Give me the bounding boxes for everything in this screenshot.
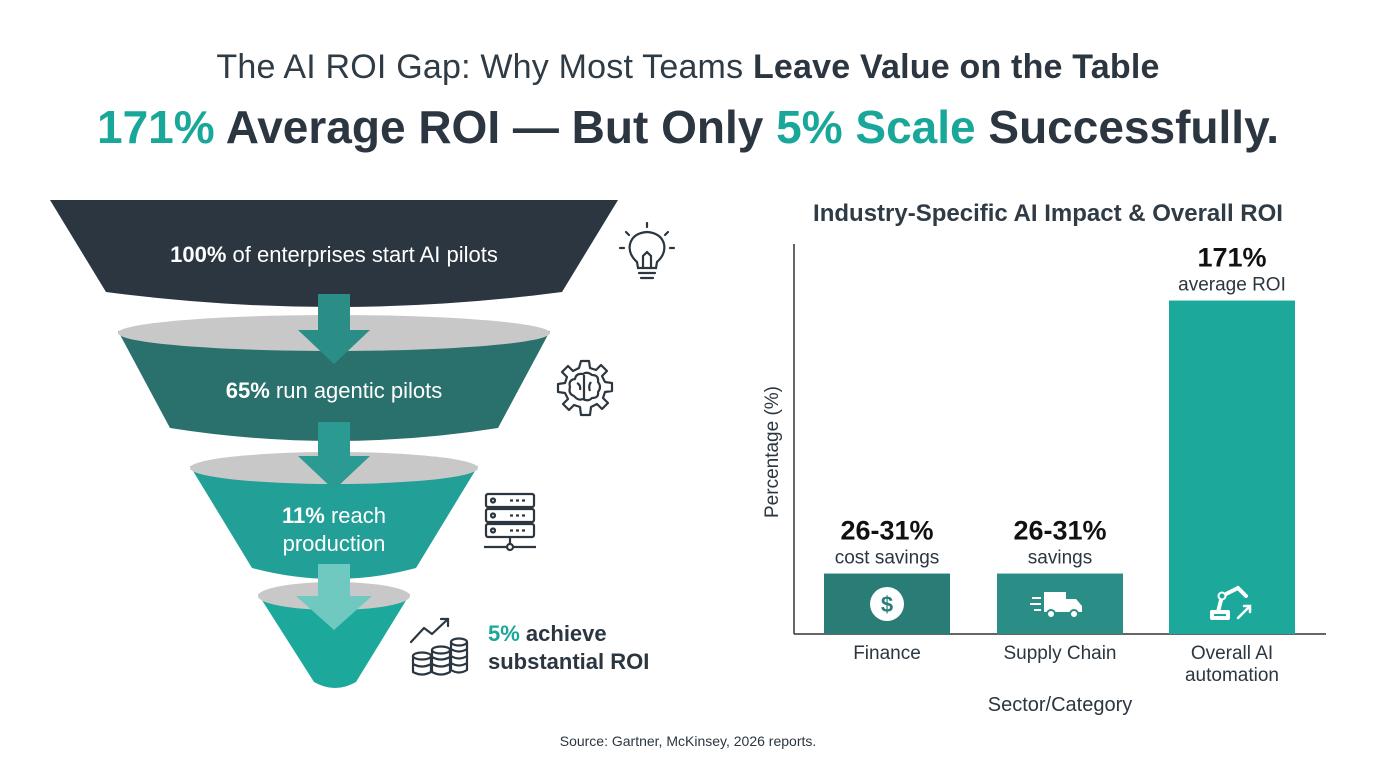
adoption-funnel: 100% of enterprises start AI pilots 65% … [0, 190, 720, 710]
bar-value-0: 26-31% [840, 516, 933, 546]
funnel-arrow-3 [296, 564, 372, 630]
y-axis-label: Percentage (%) [762, 386, 783, 518]
bar-sublabel-2: average ROI [1178, 275, 1286, 296]
bar-sublabel-1: savings [1028, 548, 1092, 569]
x-tick-label-1: Supply Chain [1003, 643, 1116, 664]
roi-bar-chart: Industry-Specific AI Impact & Overall RO… [740, 190, 1376, 730]
bar-sublabel-0: cost savings [835, 548, 940, 569]
robot-arm-icon-joint [1217, 591, 1227, 601]
x-tick-label-2-line2: automation [1185, 665, 1279, 686]
robot-arm-icon-arrow [1236, 604, 1252, 620]
brain-gear-icon [556, 359, 614, 417]
truck-icon-speed-lines [1030, 597, 1041, 611]
dollar-icon [870, 587, 904, 621]
truck-icon [1044, 592, 1082, 612]
page-headline: 171% Average ROI — But Only 5% Scale Suc… [96, 101, 1280, 153]
funnel-arrow-1 [298, 294, 370, 364]
server-icon [484, 492, 536, 552]
bar-value-2: 171% [1197, 243, 1266, 273]
chart-title: Industry-Specific AI Impact & Overall RO… [813, 200, 1283, 227]
dollar-icon-glyph: $ [881, 592, 893, 617]
source-note: Source: Gartner, McKinsey, 2026 reports. [559, 733, 817, 749]
funnel-label-4: 5% achieve substantial ROI [488, 621, 650, 674]
truck-icon-wheel-left [1046, 609, 1056, 619]
truck-icon-wheel-right [1069, 609, 1079, 619]
x-tick-label-0: Finance [853, 643, 921, 664]
funnel-label-1: 100% of enterprises start AI pilots [170, 242, 498, 267]
bar-value-1: 26-31% [1013, 516, 1106, 546]
bar-2 [1169, 300, 1295, 634]
lightbulb-icon [618, 222, 676, 280]
x-axis-label: Sector/Category [988, 694, 1133, 716]
funnel-stage-1 [50, 200, 618, 307]
funnel-label-2: 65% run agentic pilots [225, 378, 443, 403]
funnel-label-3: 11% reach production [282, 503, 386, 556]
x-tick-label-2-line1: Overall AI [1191, 643, 1273, 664]
coins-growth-icon [409, 617, 469, 676]
funnel-arrow-2 [298, 422, 370, 490]
page-title: The AI ROI Gap: Why Most Teams Leave Val… [216, 48, 1160, 86]
